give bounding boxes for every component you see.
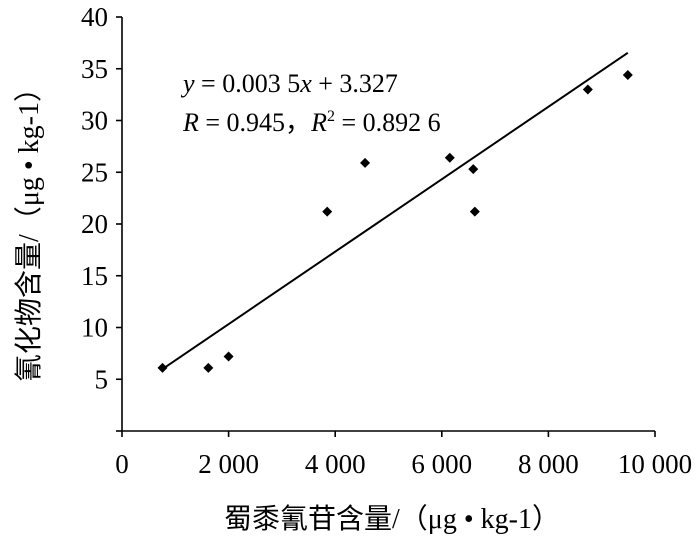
eq-r-value: = 0.945， <box>199 108 311 137</box>
x-tick-label: 0 <box>115 449 129 479</box>
data-point <box>582 84 593 95</box>
x-axis-title: 蜀黍氰苷含量/（μg • kg-1） <box>224 503 560 535</box>
eq-x-var: x <box>299 69 312 98</box>
y-tick-label: 5 <box>95 364 109 394</box>
data-point <box>469 206 480 217</box>
y-tick-label: 15 <box>81 261 108 291</box>
data-point <box>444 152 455 163</box>
eq-r2-var: R <box>310 108 327 137</box>
eq-slope: 0.003 5 <box>222 69 300 98</box>
eq-intercept: + 3.327 <box>312 69 398 98</box>
y-tick-label: 35 <box>81 54 108 84</box>
y-tick-labels: 5 10 15 20 25 30 35 40 <box>81 2 108 394</box>
data-point <box>223 351 234 362</box>
eq-r2-sup: 2 <box>327 108 335 125</box>
x-tick-labels: 0 2 000 4 000 6 000 8 000 10 000 <box>115 449 692 479</box>
correlation-text: R = 0.945，R2 = 0.892 6 <box>182 108 441 137</box>
data-point <box>157 362 168 373</box>
trendline-group <box>161 51 629 370</box>
y-tick-label: 10 <box>81 313 108 343</box>
eq-r-var: R <box>182 108 199 137</box>
data-points <box>157 69 633 373</box>
x-tick-label: 10 000 <box>618 449 692 479</box>
regression-equation: y = 0.003 5x + 3.327 <box>180 69 398 98</box>
axes <box>116 16 656 437</box>
y-tick-label: 30 <box>81 106 108 136</box>
x-tick-label: 4 000 <box>305 449 366 479</box>
eq-sign: = <box>195 69 223 98</box>
eq-y-var: y <box>180 69 195 98</box>
data-point <box>360 157 371 168</box>
data-point <box>622 69 633 80</box>
eq-r2-value: = 0.892 6 <box>335 108 441 137</box>
x-tick-label: 6 000 <box>411 449 472 479</box>
x-tick-label: 2 000 <box>198 449 259 479</box>
data-point <box>468 164 479 175</box>
trendline <box>161 51 629 370</box>
y-tick-label: 40 <box>81 2 108 32</box>
x-tick-label: 8 000 <box>518 449 579 479</box>
y-tick-label: 25 <box>81 157 108 187</box>
y-tick-label: 20 <box>81 209 108 239</box>
data-point <box>322 206 333 217</box>
y-axis-title: 氰化物含量/（μg • kg-1） <box>13 74 45 382</box>
data-point <box>203 362 214 373</box>
